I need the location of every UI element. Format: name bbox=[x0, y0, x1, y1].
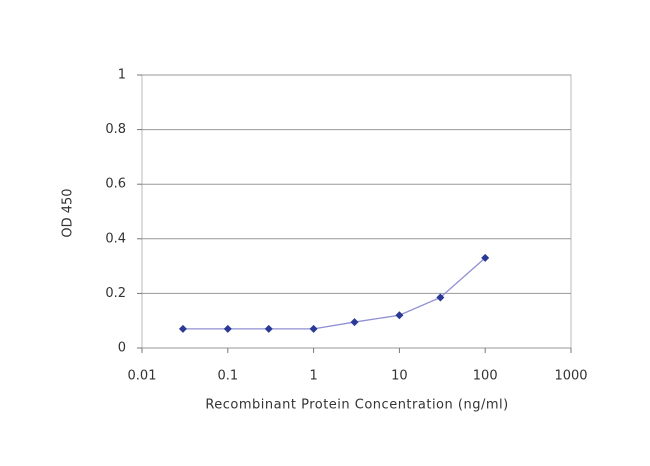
y-tick-label: 0.4 bbox=[105, 231, 126, 246]
y-tick-label: 0 bbox=[118, 341, 126, 356]
data-line bbox=[182, 257, 486, 330]
x-tick-label: 0.01 bbox=[128, 369, 157, 384]
y-tick-label: 0.2 bbox=[105, 286, 126, 301]
data-point bbox=[395, 311, 404, 320]
y-tick-label: 0.6 bbox=[105, 177, 126, 192]
x-tick-label: 0.1 bbox=[217, 369, 238, 384]
x-tick-label: 1000 bbox=[554, 369, 587, 384]
plot-area bbox=[141, 74, 572, 349]
x-tick-label: 1 bbox=[309, 369, 317, 384]
data-point bbox=[481, 253, 490, 262]
data-point bbox=[350, 318, 359, 327]
data-point bbox=[264, 324, 273, 333]
data-point bbox=[436, 293, 445, 302]
data-point bbox=[309, 324, 318, 333]
x-tick-label: 100 bbox=[473, 369, 498, 384]
y-tick-label: 1 bbox=[118, 68, 126, 83]
data-point bbox=[178, 324, 187, 333]
data-point bbox=[223, 324, 232, 333]
x-axis-label: Recombinant Protein Concentration (ng/ml… bbox=[205, 398, 508, 413]
x-tick-label: 10 bbox=[391, 369, 408, 384]
y-axis-label: OD 450 bbox=[61, 188, 76, 237]
y-tick-label: 0.8 bbox=[105, 122, 126, 137]
